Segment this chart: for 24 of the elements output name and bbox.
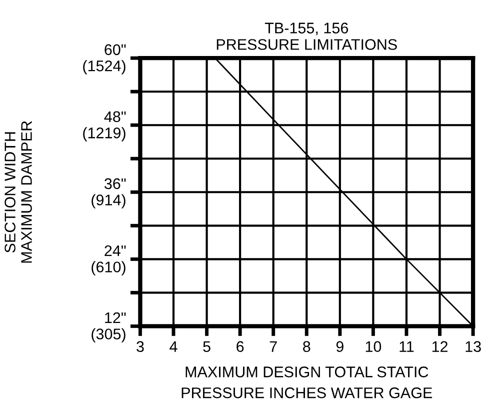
chart-title: TB-155, 156 PRESSURE LIMITATIONS (216, 22, 397, 50)
y2-tick-label: (1219) (83, 127, 126, 142)
x-tick-label: 5 (203, 341, 210, 352)
x-tick-label: 3 (136, 341, 144, 352)
y-tick-label: 24" (104, 245, 126, 256)
x-tick-label: 11 (400, 341, 414, 352)
x-tick-label: 6 (236, 341, 244, 352)
y2-axis-title: SECTION WIDTH MAXIMUM DAMPER (4, 121, 32, 263)
x-tick-label: 7 (270, 341, 277, 352)
y2-tick-label: (914) (92, 194, 126, 208)
y-tick-label: 36" (104, 178, 126, 190)
x-tick-label: 4 (170, 341, 178, 352)
x-tick-label: 9 (336, 341, 344, 352)
x-tick-label: 8 (303, 341, 310, 352)
y-tick-label: 48" (104, 111, 126, 122)
x-tick-label: 13 (466, 341, 481, 352)
y-tick-label: 60" (104, 44, 126, 56)
y2-tick-label: (610) (92, 261, 126, 276)
y2-tick-label: (305) (92, 328, 126, 342)
x-tick-label: 12 (432, 341, 448, 352)
y2-tick-label: (1524) (83, 60, 126, 74)
x-tick-label: 10 (366, 341, 382, 352)
y-tick-label: 12" (105, 312, 126, 324)
x-axis-title: MAXIMUM DESIGN TOTAL STATIC PRESSURE INCHES WATER GAGE (182, 366, 432, 398)
